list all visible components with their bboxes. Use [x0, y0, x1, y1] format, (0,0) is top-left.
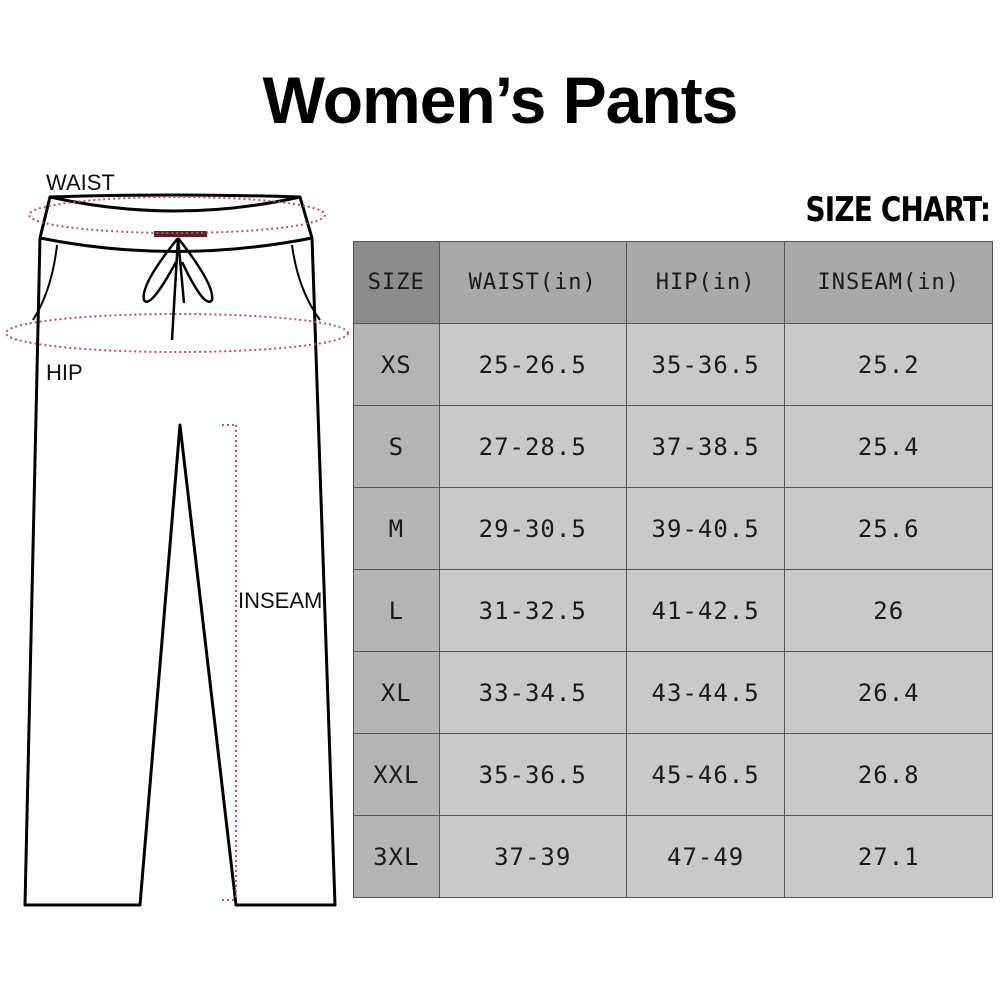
- cell-waist: 37-39: [438, 815, 627, 898]
- header-waist: WAIST(in): [438, 241, 627, 324]
- cell-size: S: [353, 405, 440, 488]
- hip-label: HIP: [46, 360, 83, 385]
- cell-hip: 37-38.5: [625, 405, 786, 488]
- table-row: XS 25-26.5 35-36.5 25.2: [353, 323, 993, 406]
- page-title: Women’s Pants: [262, 63, 739, 137]
- waistband-top: [49, 195, 301, 213]
- waist-measure-line: [28, 196, 326, 234]
- cell-inseam: 26.8: [784, 733, 993, 816]
- table-row: L 31-32.5 41-42.5 26: [353, 569, 993, 652]
- cell-waist: 25-26.5: [438, 323, 627, 406]
- cell-hip: 41-42.5: [625, 569, 786, 652]
- cell-inseam: 25.4: [784, 405, 993, 488]
- size-table: SIZE WAIST(in) HIP(in) INSEAM(in) XS 25-2…: [353, 241, 993, 898]
- left-pocket: [32, 244, 58, 321]
- inseam-label: INSEAM: [238, 588, 323, 613]
- cell-hip: 43-44.5: [625, 651, 786, 734]
- pants-outline: [23, 193, 337, 907]
- table-header-row: SIZE WAIST(in) HIP(in) INSEAM(in): [353, 241, 993, 324]
- cell-hip: 35-36.5: [625, 323, 786, 406]
- cell-size: XXL: [353, 733, 440, 816]
- inseam-measure-line: [222, 424, 237, 901]
- cell-size: L: [353, 569, 440, 652]
- cell-waist: 29-30.5: [438, 487, 627, 570]
- cell-hip: 39-40.5: [625, 487, 786, 570]
- drawstring: [142, 237, 214, 341]
- cell-inseam: 26.4: [784, 651, 993, 734]
- cell-size: XS: [353, 323, 440, 406]
- cell-size: M: [353, 487, 440, 570]
- header-inseam: INSEAM(in): [784, 241, 993, 324]
- hip-measure-line: [5, 313, 349, 353]
- table-row: 3XL 37-39 47-49 27.1: [353, 815, 993, 898]
- cell-waist: 27-28.5: [438, 405, 627, 488]
- table-row: XL 33-34.5 43-44.5 26.4: [353, 651, 993, 734]
- waist-label: WAIST: [46, 170, 115, 195]
- cell-inseam: 25.6: [784, 487, 993, 570]
- table-row: XXL 35-36.5 45-46.5 26.8: [353, 733, 993, 816]
- cell-inseam: 25.2: [784, 323, 993, 406]
- header-size: SIZE: [353, 241, 440, 324]
- header-hip: HIP(in): [625, 241, 786, 324]
- cell-size: 3XL: [353, 815, 440, 898]
- size-chart-label: SIZE CHART:: [805, 190, 990, 230]
- pants-diagram: [5, 193, 349, 907]
- cell-hip: 45-46.5: [625, 733, 786, 816]
- table-row: S 27-28.5 37-38.5 25.4: [353, 405, 993, 488]
- waistband-bottom: [39, 236, 313, 253]
- cell-inseam: 26: [784, 569, 993, 652]
- cell-hip: 47-49: [625, 815, 786, 898]
- drawstring-eyelet: [154, 231, 207, 237]
- table-row: M 29-30.5 39-40.5 25.6: [353, 487, 993, 570]
- cell-inseam: 27.1: [784, 815, 993, 898]
- cell-waist: 33-34.5: [438, 651, 627, 734]
- cell-waist: 35-36.5: [438, 733, 627, 816]
- right-pocket: [291, 244, 321, 321]
- cell-size: XL: [353, 651, 440, 734]
- cell-waist: 31-32.5: [438, 569, 627, 652]
